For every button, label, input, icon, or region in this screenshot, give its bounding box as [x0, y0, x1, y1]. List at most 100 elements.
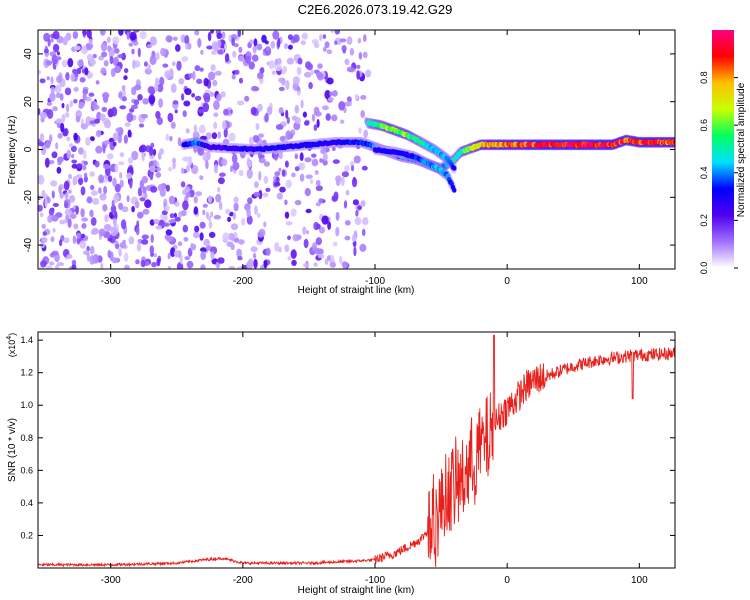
noise-blob	[199, 135, 207, 141]
noise-blob	[363, 34, 367, 43]
noise-blob	[217, 49, 224, 55]
noise-blob	[71, 159, 78, 164]
noise-blob	[57, 156, 63, 166]
noise-blob	[140, 114, 148, 119]
noise-blob	[168, 166, 173, 172]
noise-blob	[362, 217, 369, 226]
noise-blob	[274, 171, 281, 177]
noise-blob	[46, 109, 54, 119]
noise-blob	[45, 140, 51, 149]
noise-blob	[141, 234, 149, 240]
noise-blob	[135, 226, 140, 236]
noise-blob	[326, 77, 334, 85]
y-tick-label: 0	[23, 146, 34, 152]
noise-blob	[217, 257, 225, 264]
noise-blob	[263, 221, 267, 228]
noise-blob	[57, 132, 63, 139]
noise-blob	[180, 181, 186, 188]
y-tick-label: 1.4	[20, 335, 33, 345]
noise-blob	[192, 143, 198, 153]
noise-blob	[206, 150, 211, 161]
noise-blob	[71, 259, 77, 265]
noise-blob	[238, 46, 243, 53]
noise-blob	[292, 234, 300, 242]
noise-blob	[284, 244, 290, 252]
noise-blob	[321, 105, 329, 111]
noise-blob	[274, 242, 280, 252]
noise-blob	[51, 250, 59, 256]
noise-blob	[199, 67, 204, 72]
noise-blob	[265, 247, 271, 256]
noise-blob	[52, 30, 60, 40]
noise-blob	[55, 56, 62, 61]
noise-blob	[72, 68, 78, 75]
noise-blob	[332, 146, 336, 152]
y-tick-label: 0.8	[20, 433, 33, 443]
noise-blob	[302, 111, 307, 118]
noise-blob	[82, 30, 87, 36]
noise-blob	[263, 260, 268, 269]
noise-blob	[194, 95, 202, 101]
noise-blob	[84, 160, 88, 166]
noise-blob	[332, 159, 340, 164]
noise-blob	[282, 65, 288, 74]
noise-blob	[305, 208, 312, 214]
x-tick-label: -300	[101, 276, 121, 287]
noise-blob	[202, 203, 208, 208]
snr-y-axis-label: SNR (10 * v/v)	[7, 418, 18, 482]
noise-blob	[73, 132, 78, 141]
noise-blob	[324, 90, 331, 100]
noise-blob	[344, 165, 350, 172]
noise-blob	[176, 261, 184, 269]
noise-blob	[334, 30, 340, 35]
noise-blob	[84, 67, 89, 76]
noise-blob	[194, 225, 200, 233]
noise-blob	[162, 63, 169, 68]
noise-blob	[230, 165, 233, 173]
noise-blob	[344, 220, 351, 226]
noise-blob	[354, 93, 359, 99]
noise-blob	[202, 209, 206, 216]
noise-blob	[150, 186, 158, 193]
noise-blob	[141, 239, 149, 245]
noise-blob	[156, 116, 163, 126]
noise-blob	[335, 226, 340, 237]
noise-blob	[100, 67, 107, 75]
noise-blob	[54, 84, 62, 94]
x-tick-label: 100	[631, 575, 648, 586]
noise-blob	[86, 245, 90, 252]
noise-blob	[329, 91, 333, 96]
noise-blob	[314, 247, 321, 255]
noise-blob	[141, 152, 145, 162]
noise-blob	[50, 86, 55, 94]
x-tick-label: 100	[631, 276, 648, 287]
noise-blob	[210, 30, 214, 34]
noise-blob	[226, 241, 234, 247]
noise-blob	[294, 104, 300, 114]
noise-blob	[81, 217, 89, 222]
snr-ticks: -300 -200 -100 0 100 0.2 0.4 0.6 0.8 1.0 1.2 1.4	[20, 332, 675, 586]
noise-blob	[194, 65, 201, 72]
noise-blob	[59, 219, 66, 225]
noise-blob	[352, 199, 359, 206]
noise-blob	[239, 150, 246, 159]
noise-blob	[172, 36, 178, 41]
chart-title: C2E6.2026.073.19.42.G29	[298, 2, 453, 17]
noise-blob	[286, 57, 294, 65]
noise-blob	[95, 130, 102, 138]
noise-blob	[290, 249, 297, 259]
noise-blob	[108, 211, 114, 219]
noise-blob	[150, 142, 155, 148]
noise-blob	[228, 132, 236, 142]
colorbar-tick-label: 0.2	[699, 214, 709, 227]
noise-blob	[327, 97, 334, 102]
spectrogram-x-axis-label: Height of straight line (km)	[298, 285, 415, 296]
noise-blob	[112, 141, 117, 147]
noise-blob	[318, 226, 326, 234]
noise-blob	[158, 98, 164, 108]
noise-blob	[140, 259, 146, 268]
x-tick-label: -300	[101, 575, 121, 586]
noise-blob	[130, 104, 139, 110]
noise-blob	[76, 232, 81, 239]
noise-blob	[253, 191, 261, 197]
